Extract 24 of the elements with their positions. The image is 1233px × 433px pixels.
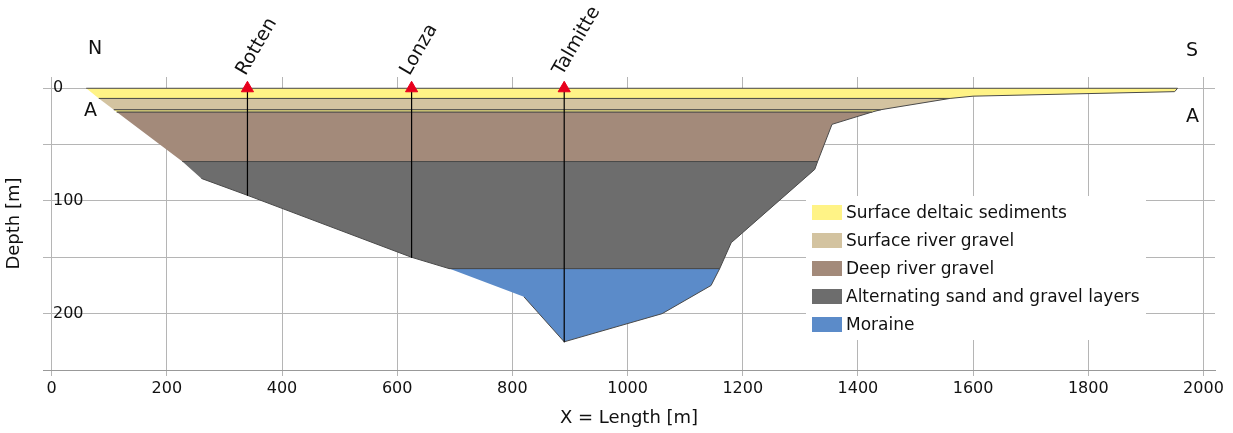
x-axis-title: X = Length [m]	[559, 405, 699, 427]
x-tick-label: 600	[381, 377, 413, 397]
x-tick-label: 1200	[722, 377, 764, 397]
legend-label: Alternating sand and gravel layers	[846, 286, 1140, 306]
y-tick-label: 100	[53, 190, 84, 210]
x-tick-label: 1800	[1067, 377, 1109, 397]
x-tick-label: 2000	[1183, 377, 1224, 397]
x-tick-label: 200	[151, 377, 183, 397]
x-tick-label: 1600	[952, 377, 994, 397]
y-axis-title: Depth [m]	[2, 177, 24, 270]
annotation: A	[1186, 104, 1199, 126]
x-tick-label: 400	[266, 377, 298, 397]
x-tick-label: 1000	[607, 377, 648, 397]
x-tick-label: 800	[497, 377, 528, 397]
annotation: A	[84, 98, 97, 120]
legend-label: Surface river gravel	[846, 230, 1015, 250]
legend-label: Moraine	[846, 314, 915, 334]
y-tick-label: 200	[53, 302, 84, 322]
legend-label: Deep river gravel	[846, 258, 995, 278]
text: S	[1186, 38, 1199, 60]
y-tick-label: 0	[53, 77, 64, 97]
x-tick-label: 1400	[837, 377, 879, 397]
text: N	[88, 36, 103, 58]
legend-label: Surface deltaic sediments	[846, 202, 1067, 222]
